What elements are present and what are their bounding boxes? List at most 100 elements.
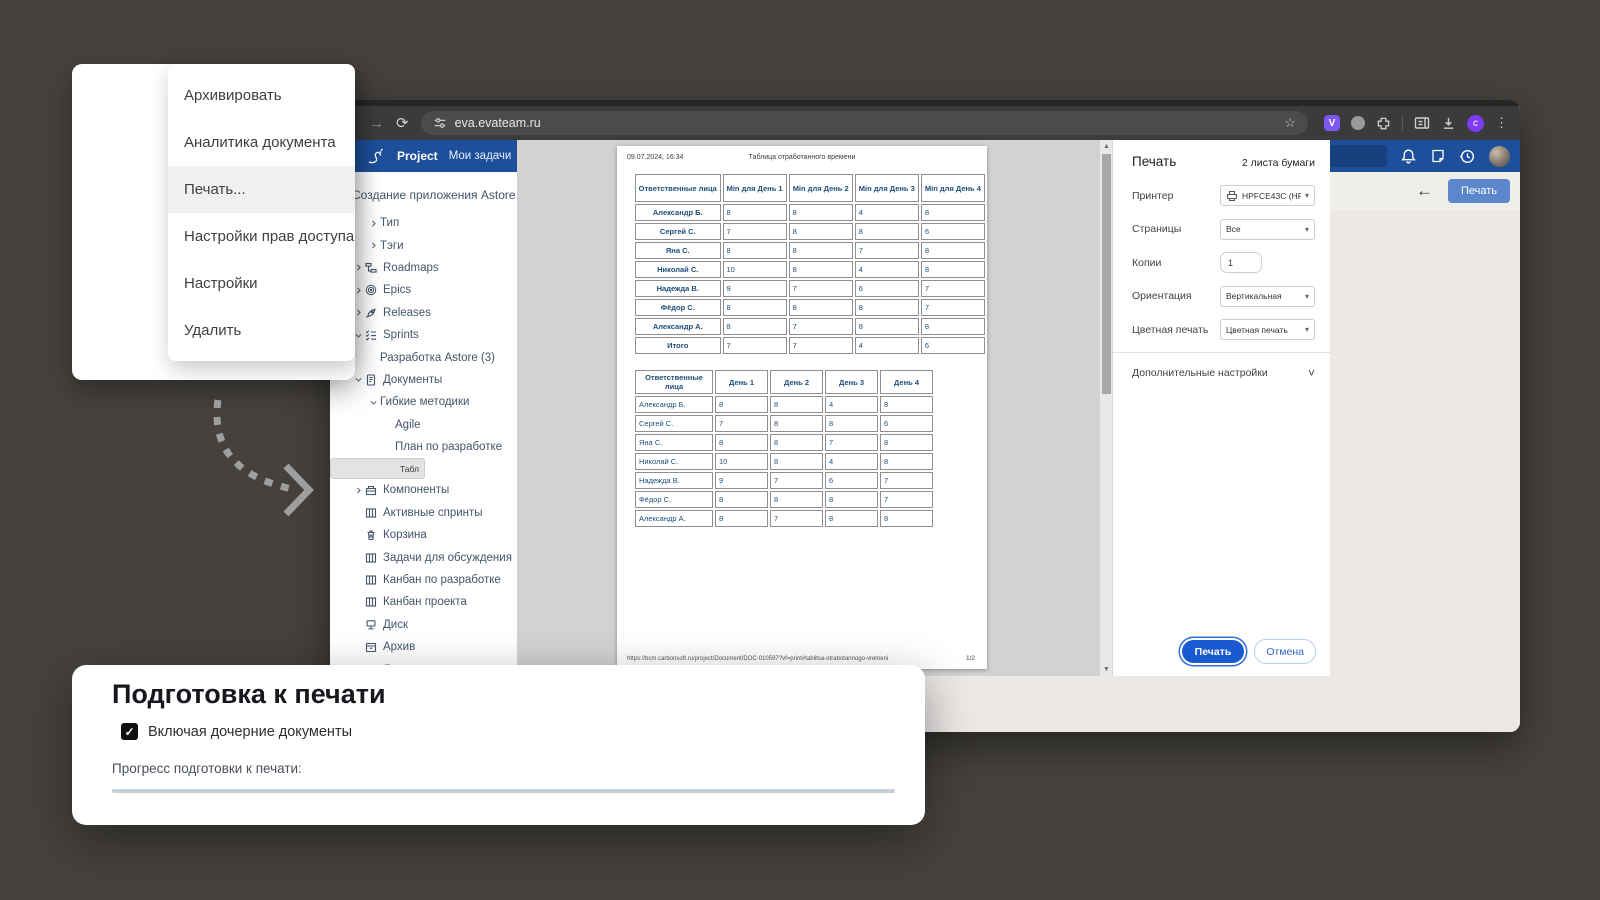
history-icon[interactable] [1459, 148, 1476, 165]
sidebar-item[interactable]: Таблица отработанного времени [330, 458, 425, 480]
chevron-right-icon[interactable] [367, 219, 380, 228]
chevron-right-icon[interactable] [352, 263, 365, 272]
caret-down-icon: ▾ [1304, 325, 1309, 335]
chevron-right-icon[interactable] [352, 308, 365, 317]
sidebar-item[interactable]: Канбан проекта [330, 591, 517, 613]
sidebar-item-label: Releases [383, 306, 431, 319]
profile-avatar-icon[interactable]: c [1467, 114, 1484, 132]
value-cell: 8 [715, 434, 768, 451]
user-avatar[interactable] [1489, 145, 1510, 167]
sidebar-item-label: Тип [380, 217, 400, 230]
person-cell: Сергей С. [635, 223, 721, 240]
value-cell: 7 [880, 472, 933, 489]
chevron-down-icon[interactable] [352, 331, 365, 340]
value-cell: 7 [770, 510, 823, 527]
принтер-select[interactable]: HPFCE43C (HP Color Las▾ [1220, 185, 1315, 207]
dialog-cancel-button[interactable]: Отмена [1254, 639, 1316, 664]
include-children-checkbox[interactable]: ✓ [121, 723, 138, 740]
app-logo-icon[interactable] [366, 147, 386, 165]
table-row: Итого 7 7 4 6 [635, 337, 985, 354]
sidebar-item[interactable]: Диск [330, 614, 517, 636]
sidebar-item[interactable]: Epics [330, 279, 517, 301]
settings-label: Цветная печать [1132, 323, 1209, 336]
table-header-cell: Min для День 1 [722, 174, 787, 202]
sidebar-item[interactable]: План по разработке [330, 436, 517, 458]
person-cell: Александр Б. [635, 396, 713, 413]
chevron-down-icon[interactable] [352, 375, 365, 384]
table-header-cell: Min для День 3 [854, 174, 919, 202]
copies-input[interactable]: 1 [1220, 252, 1262, 274]
value-cell: 8 [920, 318, 985, 335]
browser-reload-icon[interactable]: ⟳ [396, 114, 409, 132]
extension-v-icon[interactable]: V [1324, 115, 1340, 131]
sidebar-item[interactable]: Тип [330, 212, 517, 234]
sidebar-item-label: Гибкие методики [380, 396, 470, 409]
sidebar-item[interactable]: Agile [330, 414, 517, 436]
address-bar[interactable]: eva.evateam.ru ☆ [420, 111, 1308, 135]
dialog-print-button[interactable]: Печать [1181, 640, 1245, 663]
chevron-down-icon[interactable] [367, 398, 380, 407]
app-product-name[interactable]: Project [397, 149, 438, 163]
browser-forward-icon[interactable]: → [369, 114, 384, 132]
value-cell: 8 [825, 415, 878, 432]
table-row: Александр А. 8 7 8 8 [635, 318, 985, 335]
bell-icon[interactable] [1400, 148, 1417, 165]
sidebar-item[interactable]: Тэги [330, 234, 517, 256]
notes-icon[interactable] [1430, 148, 1446, 164]
ориентация-select[interactable]: Вертикальная ▾ [1220, 285, 1315, 307]
sidebar-item[interactable]: Документы [330, 369, 517, 391]
sidebar-item[interactable]: Компоненты [330, 479, 517, 501]
page-back-icon[interactable]: ← [1415, 181, 1433, 200]
sidebar-item[interactable]: Sprints [330, 324, 517, 346]
страницы-select[interactable]: Все ▾ [1220, 218, 1315, 240]
browser-panel-icon[interactable] [1414, 116, 1430, 130]
value-cell: 8 [722, 204, 787, 221]
nav-my-tasks[interactable]: Мои задачи [448, 150, 512, 162]
chevron-right-icon[interactable] [352, 486, 365, 495]
value-cell: 7 [825, 434, 878, 451]
value-cell: 7 [788, 280, 853, 297]
browser-menu-icon[interactable]: ⋮ [1495, 115, 1508, 130]
table-header-cell: Min для День 2 [788, 174, 853, 202]
chevron-right-icon[interactable] [352, 286, 365, 295]
value-cell: 7 [770, 472, 823, 489]
scroll-up-icon[interactable]: ▲ [1103, 143, 1110, 150]
sidebar-item[interactable]: Активные спринты [330, 502, 517, 524]
sidebar-project-title[interactable]: Создание приложения Astore [352, 188, 516, 202]
sidebar-item[interactable]: Задачи для обсуждения [330, 546, 517, 568]
page-print-button[interactable]: Печать [1447, 179, 1510, 203]
menu-item[interactable]: Архивировать [184, 87, 282, 104]
value-cell: 8 [920, 242, 985, 259]
more-settings-row[interactable]: Дополнительные настройки ˅ [1132, 360, 1315, 386]
sidebar-item[interactable]: Корзина [330, 524, 517, 546]
menu-item[interactable]: Печать... [168, 166, 355, 213]
sidebar-item[interactable]: Канбан по разработке [330, 569, 517, 591]
table-header-cell: Ответственные лица [635, 370, 713, 394]
sidebar-item[interactable]: Roadmaps [330, 257, 517, 279]
value-cell: 8 [722, 318, 787, 335]
url-text: eva.evateam.ru [454, 116, 541, 130]
chevron-right-icon[interactable] [367, 241, 380, 250]
menu-item[interactable]: Настройки [184, 275, 258, 292]
sidebar-item[interactable]: Releases [330, 302, 517, 324]
menu-item[interactable]: Удалить [184, 322, 242, 339]
extension-dot-icon[interactable] [1351, 116, 1365, 130]
downloads-icon[interactable] [1441, 116, 1456, 131]
цветная-печать-select[interactable]: Цветная печать ▾ [1220, 319, 1315, 341]
preview-scrollbar[interactable]: ▲ ▼ [1100, 140, 1113, 676]
scrollbar-thumb[interactable] [1102, 154, 1111, 394]
sidebar-item[interactable]: Архив [330, 636, 517, 658]
scroll-down-icon[interactable]: ▼ [1103, 666, 1110, 673]
menu-item[interactable]: Аналитика документа [184, 134, 336, 151]
value-cell: 6 [854, 280, 919, 297]
sidebar-item[interactable]: Гибкие методики [330, 391, 517, 413]
bookmark-star-icon[interactable]: ☆ [1284, 115, 1296, 130]
menu-item[interactable]: Настройки прав доступа [184, 228, 355, 245]
sidebar-item[interactable]: Разработка Astore (3) [330, 346, 517, 368]
preview-timestamp: 09.07.2024, 16:34 [627, 154, 684, 161]
sidebar-item-label: Задачи для обсуждения [383, 551, 512, 564]
table-row: Александр Б. 8 8 4 8 [635, 204, 985, 221]
extensions-puzzle-icon[interactable] [1376, 116, 1391, 131]
site-info-icon[interactable] [433, 116, 447, 130]
